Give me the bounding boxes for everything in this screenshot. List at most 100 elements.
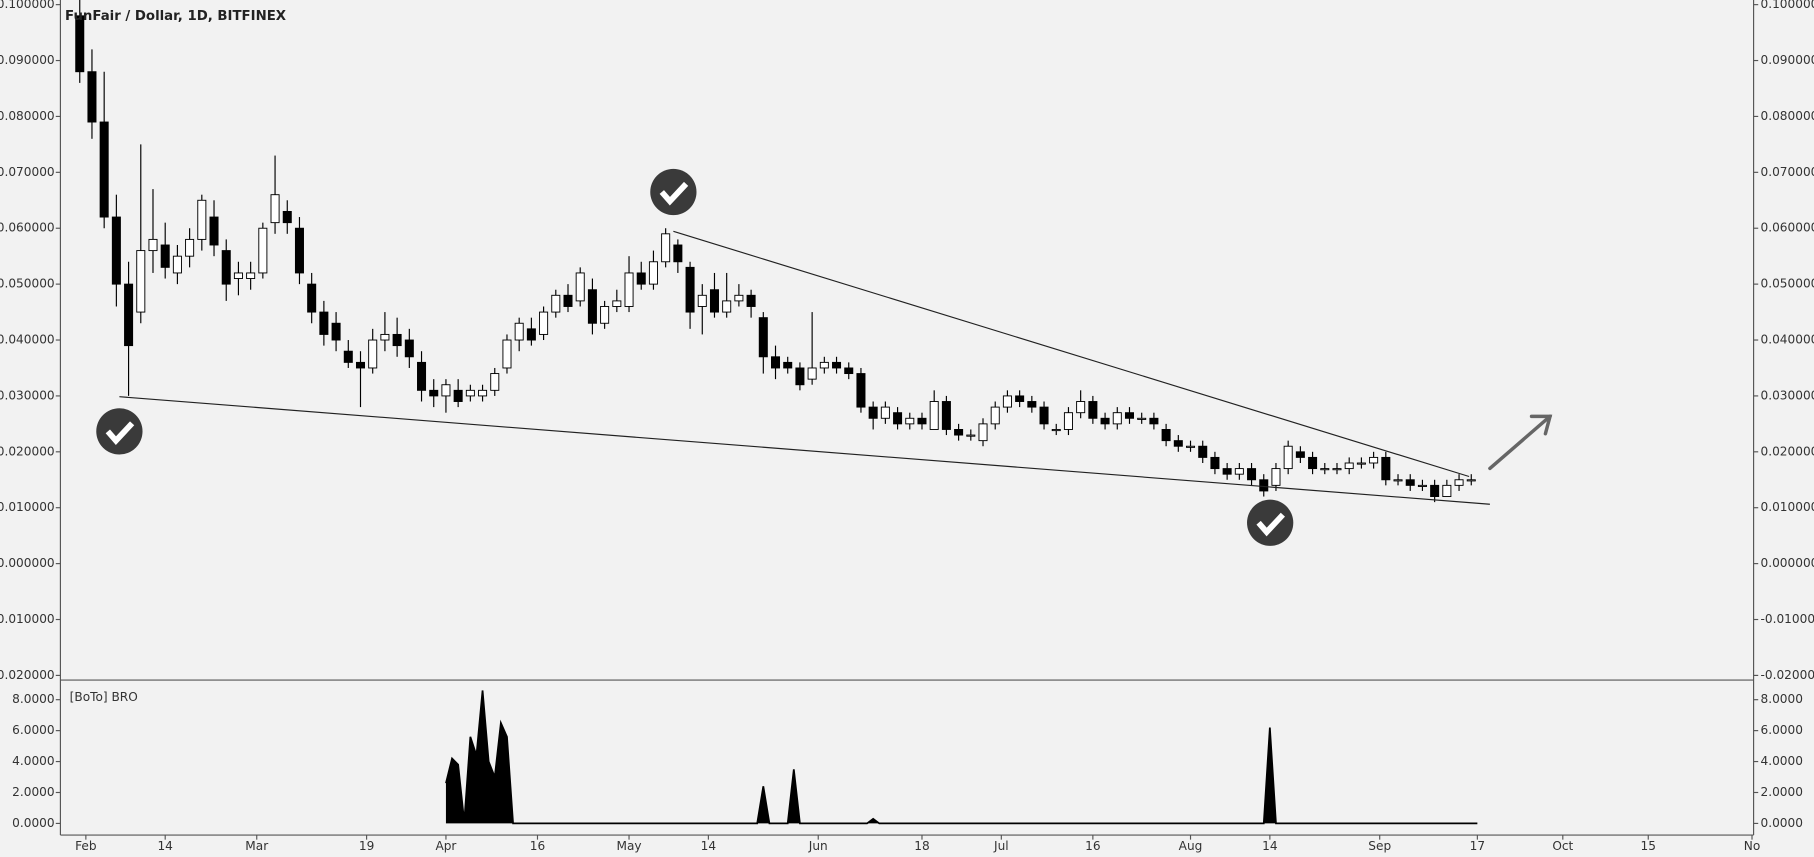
y-tick-label: 0.070000 <box>0 165 55 179</box>
candle-body <box>1442 484 1452 497</box>
candle-body <box>392 333 402 347</box>
check-icon <box>650 168 697 216</box>
candle-body <box>380 333 390 341</box>
y-tick-label: 0.010000 <box>1761 500 1814 514</box>
candle-body <box>258 227 268 274</box>
candle-body <box>478 389 488 397</box>
candle-body <box>1076 401 1086 414</box>
candle-body <box>1283 445 1293 470</box>
candle-body <box>941 401 951 430</box>
candle-body <box>661 233 671 263</box>
x-tick-label: Sep <box>1368 839 1391 853</box>
candle-body <box>124 283 134 347</box>
candle-body <box>917 417 927 425</box>
candle-body <box>587 289 597 324</box>
y-tick-label: 0.050000 <box>1761 277 1814 291</box>
y-tick-label: 4.0000 <box>12 754 54 768</box>
candle-body <box>453 389 463 402</box>
y-tick-label: 0.080000 <box>1761 109 1814 123</box>
candle-body <box>355 361 366 369</box>
candle-body <box>1100 417 1110 425</box>
x-tick-label: 18 <box>914 839 929 853</box>
y-tick-label: -0.020000 <box>0 668 55 682</box>
x-tick-label: 19 <box>359 839 374 853</box>
y-tick-label: 0.040000 <box>1761 333 1814 347</box>
y-tick-label: 8.0000 <box>12 692 54 706</box>
candle-body <box>978 423 988 442</box>
x-tick-label: 16 <box>1085 839 1100 853</box>
candle-body <box>1027 401 1037 408</box>
x-tick-label: Mar <box>245 839 268 853</box>
x-tick-label: 17 <box>1470 839 1485 853</box>
y-tick-label: 0.090000 <box>1761 53 1814 67</box>
candle-body <box>1247 468 1257 481</box>
candle-body <box>1210 456 1220 470</box>
x-tick-label: 14 <box>701 839 717 853</box>
candle-body <box>404 339 414 358</box>
candle-body <box>233 272 243 279</box>
y-tick-label: 2.0000 <box>12 785 54 799</box>
candle-body <box>1222 468 1232 475</box>
plot-layer <box>75 0 1478 825</box>
candle-body <box>990 406 1000 425</box>
candle-body <box>551 294 561 313</box>
candle-body <box>1051 428 1061 432</box>
candle-body <box>868 406 878 419</box>
candle-body <box>75 15 85 73</box>
candle-body <box>1344 462 1354 470</box>
x-tick-label: 14 <box>1262 839 1278 853</box>
x-tick-label: May <box>616 839 641 853</box>
candle-body <box>368 339 378 369</box>
candle-body <box>331 322 341 341</box>
candle-body <box>1124 412 1134 419</box>
y-tick-label: 0.0000 <box>12 816 54 830</box>
candle-body <box>648 261 658 285</box>
candle-body <box>136 250 146 313</box>
y-tick-label: 0.070000 <box>1761 165 1814 179</box>
candle-body <box>600 306 610 324</box>
x-tick-label: Jun <box>808 839 828 853</box>
candle-body <box>905 417 915 425</box>
candle-body <box>87 71 97 123</box>
candle-body <box>1234 468 1244 475</box>
candle-body <box>758 317 768 358</box>
candle-body <box>893 412 903 425</box>
candle-body <box>1039 406 1049 425</box>
y-tick-label: 0.000000 <box>1761 556 1814 570</box>
resistance-trendline <box>673 230 1470 478</box>
candle-body <box>1308 456 1318 470</box>
y-tick-label: 4.0000 <box>1761 754 1803 768</box>
x-tick-label: Apr <box>435 839 456 853</box>
y-tick-label: 0.020000 <box>1761 444 1814 458</box>
candle-body <box>1161 428 1171 442</box>
candle-body <box>197 199 207 240</box>
candle-body <box>1173 440 1183 447</box>
candle-body <box>1271 468 1281 486</box>
y-tick-label: 6.0000 <box>1761 723 1803 737</box>
candle-body <box>526 328 536 341</box>
candle-body <box>1332 468 1342 471</box>
indicator-area <box>445 690 1478 825</box>
y-tick-label: 0.030000 <box>0 388 55 402</box>
candle-body <box>1356 462 1366 465</box>
candle-body <box>1295 451 1305 458</box>
candle-body <box>343 350 353 363</box>
y-tick-label: 0.000000 <box>0 556 55 570</box>
candle-body <box>282 210 292 224</box>
candle-body <box>612 300 622 307</box>
candle-body <box>856 373 866 408</box>
candle-body <box>575 272 585 302</box>
candle-body <box>734 294 744 302</box>
y-tick-label: -0.010000 <box>0 612 55 626</box>
x-tick-label: Feb <box>75 839 97 853</box>
check-icon <box>1247 499 1294 546</box>
candle-body <box>209 216 219 246</box>
candle-body <box>111 216 121 285</box>
candle-body <box>417 361 427 391</box>
candle-body <box>490 373 500 391</box>
candle-body <box>1417 484 1427 487</box>
y-tick-label: 0.050000 <box>0 277 55 291</box>
y-tick-label: 2.0000 <box>1761 785 1803 799</box>
